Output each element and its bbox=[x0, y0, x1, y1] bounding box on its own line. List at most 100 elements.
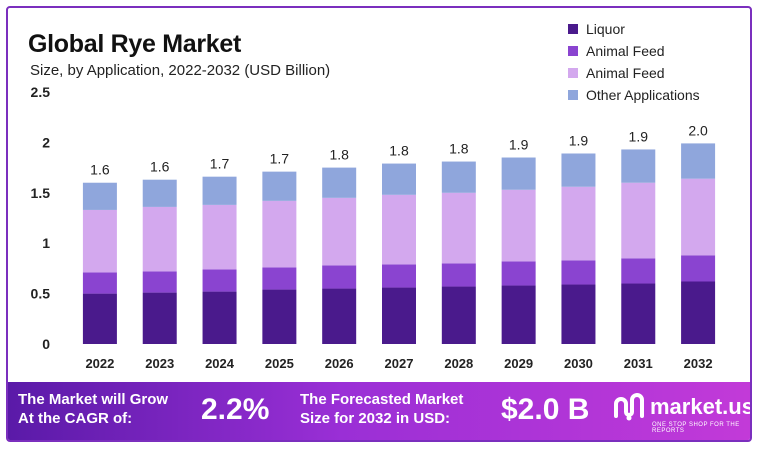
bar-segment bbox=[441, 286, 476, 344]
bar-segment bbox=[82, 272, 117, 294]
bar-total-label: 1.9 bbox=[569, 132, 589, 148]
forecast-label: The Forecasted Market Size for 2032 in U… bbox=[300, 390, 463, 428]
legend-label: Liquor bbox=[586, 21, 625, 37]
bar-segment bbox=[382, 163, 416, 195]
y-tick-label: 0.5 bbox=[31, 286, 51, 302]
bar-segment bbox=[501, 157, 536, 190]
bar-segment bbox=[561, 153, 596, 187]
logo-tagline: ONE STOP SHOP FOR THE REPORTS bbox=[652, 422, 740, 434]
chart-title: Global Rye Market bbox=[28, 30, 242, 58]
market-us-logo: market.us bbox=[612, 392, 752, 422]
bar-segment bbox=[322, 265, 357, 289]
bar-segment bbox=[262, 289, 297, 344]
market-us-logo-icon bbox=[614, 393, 644, 421]
summary-banner: The Market will Grow At the CAGR of: 2.2… bbox=[8, 382, 750, 440]
legend-item-other-applications: Other Applications bbox=[568, 84, 700, 106]
bar-segment bbox=[142, 206, 177, 272]
bar-segment bbox=[681, 255, 716, 282]
x-tick-label: 2026 bbox=[325, 356, 354, 371]
x-tick-label: 2025 bbox=[265, 356, 294, 371]
bar-total-label: 1.6 bbox=[90, 162, 110, 178]
legend-label: Other Applications bbox=[586, 87, 700, 103]
bar-segment bbox=[202, 176, 237, 205]
legend-label: Animal Feed bbox=[586, 65, 665, 81]
cagr-label: The Market will Grow At the CAGR of: bbox=[18, 390, 168, 428]
bar-segment bbox=[262, 200, 297, 268]
legend-swatch bbox=[568, 24, 578, 34]
forecast-label-line1: The Forecasted Market bbox=[300, 391, 464, 408]
x-tick-label: 2023 bbox=[145, 356, 174, 371]
bar-segment bbox=[561, 284, 596, 344]
bar-total-label: 1.8 bbox=[449, 141, 469, 157]
bar-segment bbox=[382, 264, 416, 288]
chart-legend: Liquor Animal Feed Animal Feed Other App… bbox=[568, 18, 700, 106]
forecast-value: $2.0 B bbox=[501, 393, 590, 426]
forecast-label-line2: Size for 2032 in USD: bbox=[300, 410, 451, 427]
bar-segment bbox=[441, 161, 476, 193]
legend-item-liquor: Liquor bbox=[568, 18, 700, 40]
bar-segment bbox=[441, 263, 476, 287]
legend-label: Animal Feed bbox=[586, 43, 665, 59]
x-tick-label: 2024 bbox=[205, 356, 235, 371]
bar-total-label: 1.7 bbox=[270, 151, 290, 167]
bar-segment bbox=[441, 192, 476, 264]
y-tick-label: 1 bbox=[42, 235, 50, 251]
bar-total-label: 1.6 bbox=[150, 159, 170, 175]
bar-segment bbox=[202, 269, 237, 292]
bar-segment bbox=[82, 182, 117, 210]
x-tick-label: 2022 bbox=[85, 356, 114, 371]
y-tick-label: 2 bbox=[42, 134, 50, 150]
x-tick-label: 2030 bbox=[564, 356, 593, 371]
cagr-label-line1: The Market will Grow bbox=[18, 391, 169, 408]
x-tick-label: 2027 bbox=[385, 356, 414, 371]
bar-total-label: 1.7 bbox=[210, 156, 230, 172]
bar-segment bbox=[501, 285, 536, 344]
bar-total-label: 1.8 bbox=[329, 147, 349, 163]
bar-segment bbox=[82, 209, 117, 273]
y-tick-label: 2.5 bbox=[31, 84, 51, 100]
bar-segment bbox=[142, 271, 177, 293]
bar-segment bbox=[382, 194, 416, 265]
bar-total-label: 1.9 bbox=[629, 128, 649, 144]
y-tick-label: 0 bbox=[42, 336, 50, 352]
x-tick-label: 2032 bbox=[684, 356, 713, 371]
bar-segment bbox=[262, 171, 297, 201]
chart-frame: Global Rye Market Size, by Application, … bbox=[6, 6, 752, 442]
bar-segment bbox=[322, 288, 357, 344]
legend-swatch bbox=[568, 90, 578, 100]
bar-segment bbox=[382, 287, 416, 344]
bar-segment bbox=[501, 261, 536, 286]
bar-segment bbox=[621, 149, 656, 183]
bar-segment bbox=[202, 291, 237, 344]
legend-swatch bbox=[568, 68, 578, 78]
cagr-label-line2: At the CAGR of: bbox=[18, 410, 133, 427]
bar-segment bbox=[82, 293, 117, 344]
bar-segment bbox=[322, 167, 357, 198]
bar-segment bbox=[561, 260, 596, 285]
bar-total-label: 1.9 bbox=[509, 137, 529, 153]
legend-item-animal-feed-2: Animal Feed bbox=[568, 62, 700, 84]
x-tick-label: 2028 bbox=[444, 356, 473, 371]
bar-segment bbox=[142, 292, 177, 344]
bar-segment bbox=[681, 281, 716, 344]
bar-segment bbox=[501, 189, 536, 262]
bar-total-label: 2.0 bbox=[688, 122, 708, 138]
legend-swatch bbox=[568, 46, 578, 56]
bar-total-label: 1.8 bbox=[389, 143, 409, 159]
cagr-value: 2.2% bbox=[201, 393, 270, 426]
chart-subtitle: Size, by Application, 2022-2032 (USD Bil… bbox=[30, 62, 331, 79]
legend-item-animal-feed-1: Animal Feed bbox=[568, 40, 700, 62]
y-tick-label: 1.5 bbox=[31, 185, 51, 201]
bar-segment bbox=[322, 197, 357, 266]
bar-segment bbox=[621, 182, 656, 259]
bar-segment bbox=[262, 267, 297, 290]
logo-text: market.us bbox=[650, 394, 752, 419]
bar-segment bbox=[621, 283, 656, 344]
x-tick-label: 2029 bbox=[504, 356, 533, 371]
bar-segment bbox=[561, 186, 596, 261]
bar-segment bbox=[681, 178, 716, 256]
bar-segment bbox=[621, 258, 656, 284]
x-tick-label: 2031 bbox=[624, 356, 653, 371]
bar-chart: 0 0.5 1 1.5 2 2.5 1.6 2022 1.6 2023 1.7 2024 1.7 2025… bbox=[31, 84, 716, 371]
bar-segment bbox=[681, 143, 716, 179]
